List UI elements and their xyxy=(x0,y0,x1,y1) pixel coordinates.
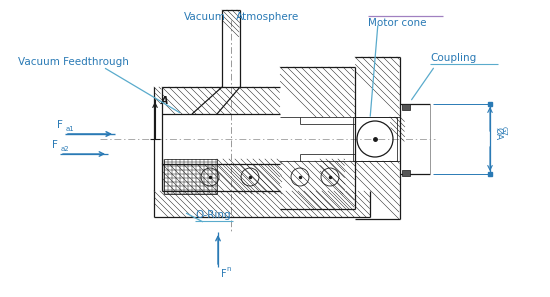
Text: n: n xyxy=(226,266,230,272)
Text: Vacuum Feedthrough: Vacuum Feedthrough xyxy=(18,57,129,67)
Text: G7: G7 xyxy=(501,126,507,136)
Text: Vacuum: Vacuum xyxy=(184,12,226,22)
Text: F: F xyxy=(221,269,227,279)
Text: F: F xyxy=(57,120,63,130)
Bar xyxy=(402,170,410,176)
Text: ØA: ØA xyxy=(493,127,503,140)
Text: F: F xyxy=(52,140,58,150)
Text: a1: a1 xyxy=(66,126,75,132)
Text: Atmosphere: Atmosphere xyxy=(236,12,299,22)
Text: O-Ring: O-Ring xyxy=(195,210,230,220)
Text: a2: a2 xyxy=(61,146,70,152)
Text: A: A xyxy=(161,96,168,106)
Text: Coupling: Coupling xyxy=(430,53,476,63)
Bar xyxy=(402,104,410,110)
Text: Motor cone: Motor cone xyxy=(368,18,426,28)
